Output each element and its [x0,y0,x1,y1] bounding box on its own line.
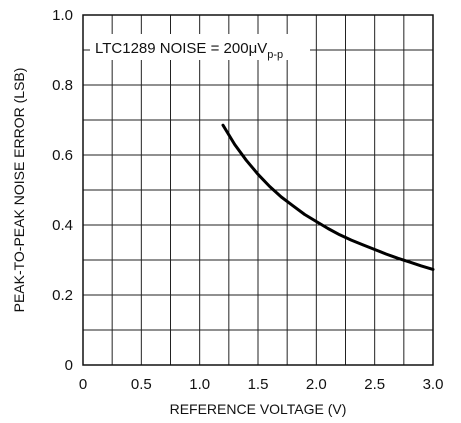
x-tick-label: 1.5 [248,376,269,393]
annotation-subscript: p-p [267,49,283,61]
annotation-mu: μ [249,40,258,57]
y-tick-label: 0.4 [52,217,73,234]
x-axis-title: REFERENCE VOLTAGE (V) [170,401,347,417]
y-tick-label: 0.2 [52,287,73,304]
annotation-prefix: LTC1289 NOISE = 200 [95,40,249,57]
y-tick-label: 1.0 [52,7,73,24]
x-tick-labels: 0 0.5 1.0 1.5 2.0 2.5 3.0 [79,376,444,393]
annotation-text: LTC1289 NOISE = 200μVp-p [95,40,283,61]
x-tick-label: 3.0 [423,376,444,393]
y-tick-label: 0.6 [52,147,73,164]
x-tick-label: 0.5 [131,376,152,393]
annotation-unit: V [257,40,267,57]
x-tick-label: 2.0 [306,376,327,393]
plot-frame [82,14,434,366]
x-tick-label: 1.0 [189,376,210,393]
annotation: LTC1289 NOISE = 200μVp-p [90,34,310,61]
x-tick-label: 0 [79,376,87,393]
y-tick-label: 0 [65,357,73,374]
y-tick-label: 0.8 [52,77,73,94]
annotation-background [90,34,310,60]
y-axis-title: PEAK-TO-PEAK NOISE ERROR (LSB) [11,68,27,313]
series-line [221,123,435,271]
grid [83,15,433,365]
y-tick-labels: 0 0.2 0.4 0.6 0.8 1.0 [52,7,73,374]
x-tick-label: 2.5 [364,376,385,393]
